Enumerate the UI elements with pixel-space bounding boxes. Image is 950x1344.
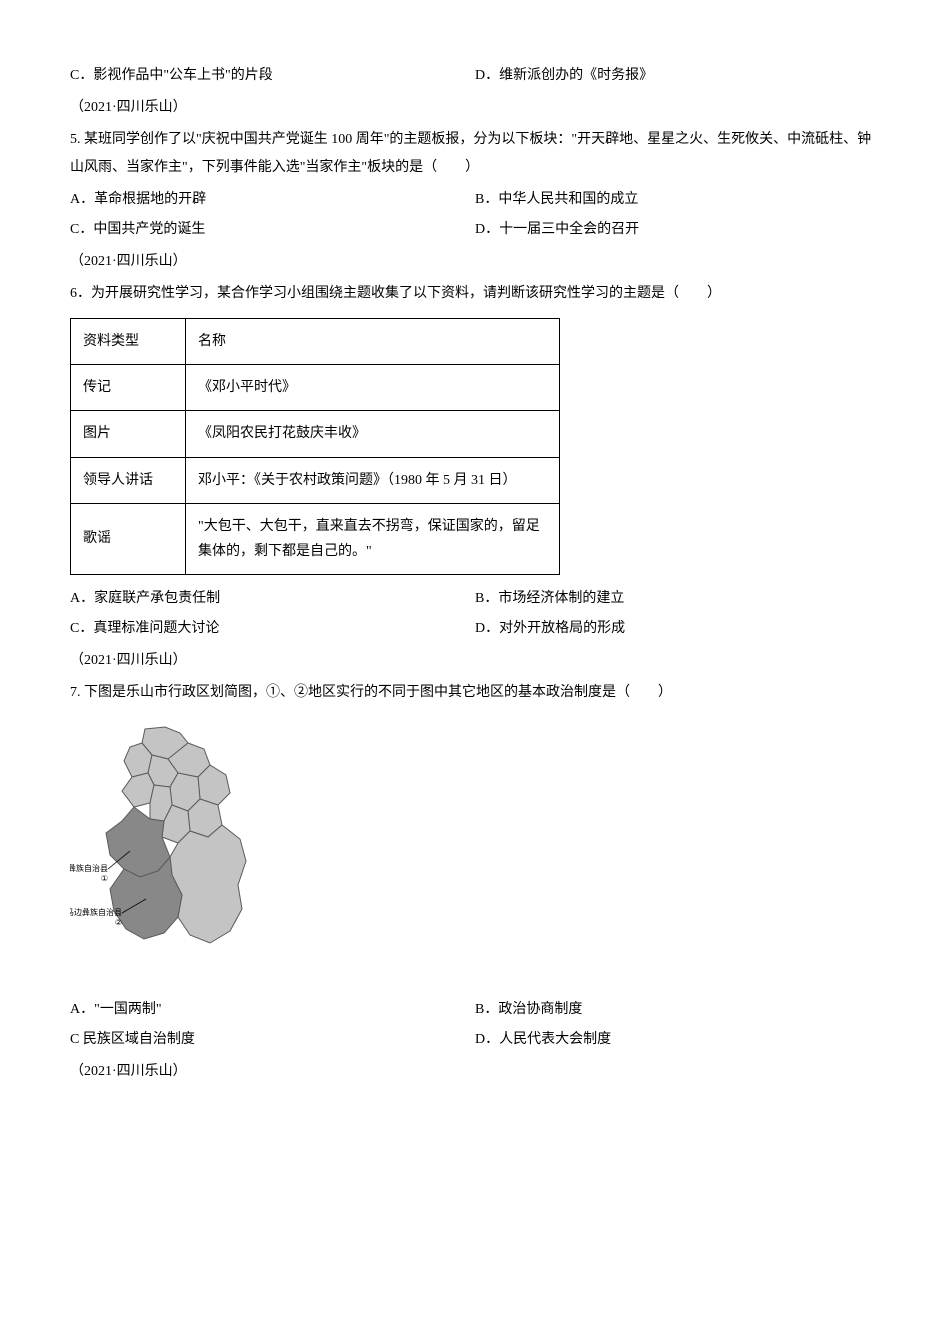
map-label-1: 峨边彝族自治县 <box>70 863 108 873</box>
table-row: 图片 《凤阳农民打花鼓庆丰收》 <box>71 411 560 457</box>
q5-option-c: C．中国共产党的诞生 <box>70 216 475 244</box>
q4-option-c: C．影视作品中"公车上书"的片段 <box>70 62 475 90</box>
map-label-2-num: ② <box>115 918 122 927</box>
table-row: 歌谣 "大包干、大包干，直来直去不拐弯，保证国家的，留足集体的，剩下都是自己的。… <box>71 503 560 574</box>
q6-option-c: C．真理标准问题大讨论 <box>70 615 475 643</box>
q6-r3c2: 邓小平：《关于农村政策问题》（1980 年 5 月 31 日） <box>186 457 560 503</box>
q7-option-b: B．政治协商制度 <box>475 996 880 1024</box>
table-row: 资料类型 名称 <box>71 319 560 365</box>
q7-option-c: C 民族区域自治制度 <box>70 1026 475 1054</box>
map-label-1-num: ① <box>101 874 108 883</box>
leshan-map-svg: 峨边彝族自治县 ① 马边彝族自治县 ② <box>70 721 260 981</box>
q6-r3c1: 领导人讲话 <box>71 457 186 503</box>
q6-source: （2021·四川乐山） <box>70 647 880 675</box>
q5-option-a: A．革命根据地的开辟 <box>70 186 475 214</box>
map-label-2: 马边彝族自治县 <box>70 907 122 917</box>
table-row: 领导人讲话 邓小平：《关于农村政策问题》（1980 年 5 月 31 日） <box>71 457 560 503</box>
q7-options-row2: C 民族区域自治制度 D．人民代表大会制度 <box>70 1026 880 1054</box>
q4-option-d: D．维新派创办的《时务报》 <box>475 62 880 90</box>
q6-r4c1: 歌谣 <box>71 503 186 574</box>
q7-option-a: A．"一国两制" <box>70 996 475 1024</box>
q7-map: 峨边彝族自治县 ① 马边彝族自治县 ② <box>70 721 880 992</box>
q5-options-row1: A．革命根据地的开辟 B．中华人民共和国的成立 <box>70 186 880 214</box>
q7-option-d: D．人民代表大会制度 <box>475 1026 880 1054</box>
q6-r1c2: 《邓小平时代》 <box>186 365 560 411</box>
q6-r1c1: 传记 <box>71 365 186 411</box>
q6-th-name: 名称 <box>186 319 560 365</box>
q6-options-row2: C．真理标准问题大讨论 D．对外开放格局的形成 <box>70 615 880 643</box>
q6-options-row1: A．家庭联产承包责任制 B．市场经济体制的建立 <box>70 585 880 613</box>
q6-r2c2: 《凤阳农民打花鼓庆丰收》 <box>186 411 560 457</box>
q5-stem: 5. 某班同学创作了以"庆祝中国共产党诞生 100 周年"的主题板报，分为以下板… <box>70 126 880 182</box>
q6-stem: 6．为开展研究性学习，某合作学习小组围绕主题收集了以下资料，请判断该研究性学习的… <box>70 280 880 308</box>
q5-option-d: D．十一届三中全会的召开 <box>475 216 880 244</box>
table-row: 传记 《邓小平时代》 <box>71 365 560 411</box>
q6-r2c1: 图片 <box>71 411 186 457</box>
q5-source: （2021·四川乐山） <box>70 248 880 276</box>
q4-source: （2021·四川乐山） <box>70 94 880 122</box>
q7-stem: 7. 下图是乐山市行政区划简图，①、②地区实行的不同于图中其它地区的基本政治制度… <box>70 679 880 707</box>
q6-option-a: A．家庭联产承包责任制 <box>70 585 475 613</box>
q7-source: （2021·四川乐山） <box>70 1058 880 1086</box>
q6-option-b: B．市场经济体制的建立 <box>475 585 880 613</box>
q6-table: 资料类型 名称 传记 《邓小平时代》 图片 《凤阳农民打花鼓庆丰收》 领导人讲话… <box>70 318 560 575</box>
q5-option-b: B．中华人民共和国的成立 <box>475 186 880 214</box>
q7-options-row1: A．"一国两制" B．政治协商制度 <box>70 996 880 1024</box>
q5-options-row2: C．中国共产党的诞生 D．十一届三中全会的召开 <box>70 216 880 244</box>
q6-th-type: 资料类型 <box>71 319 186 365</box>
q6-option-d: D．对外开放格局的形成 <box>475 615 880 643</box>
q6-r4c2: "大包干、大包干，直来直去不拐弯，保证国家的，留足集体的，剩下都是自己的。" <box>186 503 560 574</box>
q4-options-row2: C．影视作品中"公车上书"的片段 D．维新派创办的《时务报》 <box>70 62 880 90</box>
